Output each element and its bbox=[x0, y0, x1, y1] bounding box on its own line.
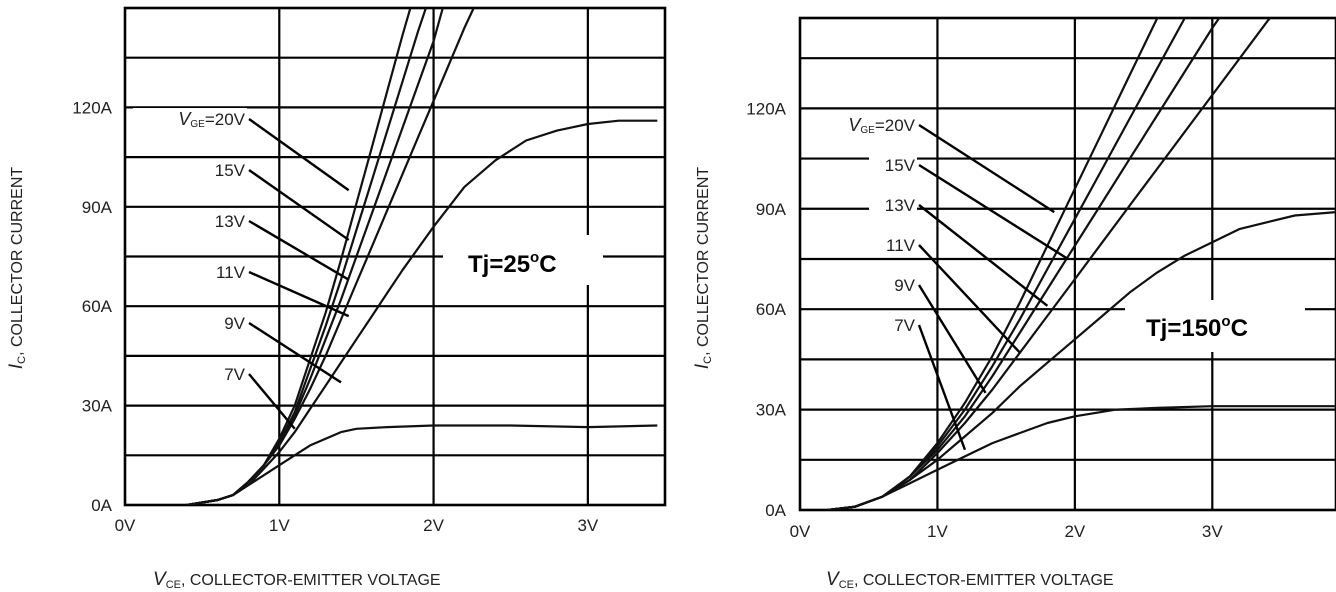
x-axis-label: VCE, COLLECTOR-EMITTER VOLTAGE bbox=[153, 569, 441, 591]
temperature-label: Tj=25oC bbox=[468, 249, 557, 278]
curve-label-background bbox=[803, 114, 917, 136]
curve-label-leader bbox=[248, 373, 296, 430]
x-tick-label: 0V bbox=[115, 516, 136, 535]
y-axis-label: IC, COLLECTOR CURRENT bbox=[6, 167, 28, 370]
curve-label-leader bbox=[248, 321, 342, 384]
curve-label-leader bbox=[248, 270, 350, 318]
curve-label-leader bbox=[918, 163, 1069, 260]
curve-label-background bbox=[199, 261, 247, 283]
y-tick-label: 0A bbox=[765, 501, 786, 520]
curve-label-background bbox=[199, 312, 247, 334]
curve-label-background bbox=[199, 210, 247, 232]
curve-label-background bbox=[869, 274, 917, 296]
curve-vge-13v bbox=[827, 18, 1221, 510]
curve-label: VGE=20V bbox=[848, 115, 915, 136]
curve-label: 7V bbox=[224, 365, 245, 384]
curve-label: 13V bbox=[885, 196, 916, 215]
x-tick-label: 0V bbox=[790, 522, 811, 541]
curve-vge-7v bbox=[186, 424, 658, 505]
x-axis-label: VCE, COLLECTOR-EMITTER VOLTAGE bbox=[826, 569, 1114, 591]
y-tick-label: 30A bbox=[756, 401, 787, 420]
curve-label: 15V bbox=[215, 161, 246, 180]
curve-label-background bbox=[133, 108, 247, 130]
curve-label-leader bbox=[917, 284, 987, 394]
curve-label: 13V bbox=[215, 212, 246, 231]
curve-vge-7v bbox=[827, 405, 1336, 510]
x-tick-label: 2V bbox=[423, 516, 444, 535]
curve-label-leader bbox=[918, 123, 1055, 214]
curve-label: 7V bbox=[894, 316, 915, 335]
x-tick-label: 3V bbox=[1202, 522, 1223, 541]
y-tick-label: 120A bbox=[72, 98, 112, 117]
chart-1: 0V 1V 2V 3V 0A 30A 60A 90A 120A VCE, COLLECTOR-EM… bbox=[6, 6, 667, 591]
curve-label-background bbox=[199, 363, 247, 385]
x-tick-label: 1V bbox=[927, 522, 948, 541]
curve-label-leader bbox=[248, 169, 350, 241]
plot-frame bbox=[123, 6, 667, 507]
y-tick-label: 0A bbox=[91, 496, 112, 515]
y-tick-label: 90A bbox=[756, 200, 787, 219]
curve-vge-9v bbox=[186, 119, 658, 505]
curve-label-background bbox=[869, 154, 917, 176]
plot-frame bbox=[798, 16, 1336, 512]
curve-label-leader bbox=[248, 219, 350, 281]
y-tick-label: 60A bbox=[82, 297, 113, 316]
y-tick-label: 60A bbox=[756, 300, 787, 319]
curve-label: 9V bbox=[224, 314, 245, 333]
curve-label: 11V bbox=[216, 263, 246, 282]
curve-label: 9V bbox=[894, 276, 915, 295]
chart-2: 0V 1V 2V 3V 0A 30A 60A 90A 120A VCE, COLLECTOR-EM… bbox=[692, 16, 1336, 591]
curve-label-leader bbox=[917, 324, 967, 451]
curve-vge-9v bbox=[827, 211, 1336, 510]
y-tick-label: 120A bbox=[746, 99, 786, 118]
curve-label: 11V bbox=[886, 236, 916, 255]
curve-label-leader bbox=[918, 204, 1049, 307]
temperature-label-background bbox=[443, 235, 603, 285]
curve-label-leader bbox=[918, 244, 1021, 354]
curve-vge-11v bbox=[827, 18, 1271, 510]
temperature-label: Tj=150oC bbox=[1146, 313, 1248, 342]
curve-label: 15V bbox=[885, 156, 916, 175]
x-tick-label: 3V bbox=[577, 516, 598, 535]
y-axis-label: IC, COLLECTOR CURRENT bbox=[692, 167, 714, 370]
x-tick-label: 1V bbox=[269, 516, 290, 535]
curve-vge-15v bbox=[827, 18, 1186, 510]
curve-label-leader bbox=[248, 118, 350, 192]
curve-label-background bbox=[869, 314, 917, 336]
y-tick-label: 90A bbox=[82, 198, 113, 217]
curve-label-background bbox=[869, 194, 917, 216]
curve-label-background bbox=[869, 234, 917, 256]
curve-label: VGE=20V bbox=[178, 109, 245, 130]
curve-vge-11v bbox=[186, 8, 475, 505]
y-tick-label: 30A bbox=[82, 397, 113, 416]
temperature-label-background bbox=[1125, 300, 1305, 352]
x-tick-label: 2V bbox=[1064, 522, 1085, 541]
curve-label-background bbox=[199, 159, 247, 181]
